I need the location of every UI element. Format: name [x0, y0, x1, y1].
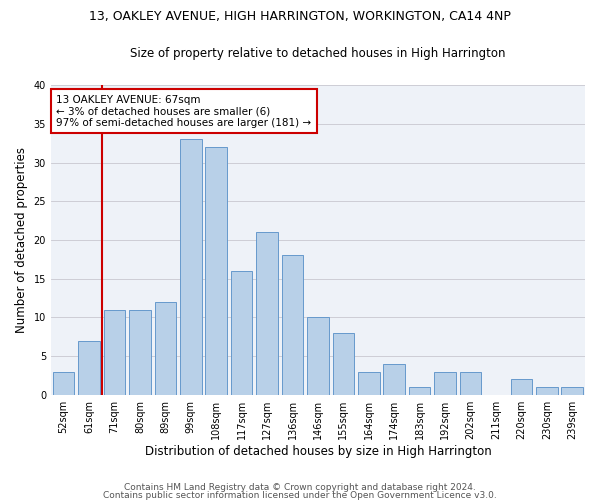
- Bar: [256, 232, 278, 394]
- Y-axis label: Number of detached properties: Number of detached properties: [15, 147, 28, 333]
- Bar: [231, 271, 253, 394]
- Bar: [358, 372, 380, 394]
- Bar: [460, 372, 481, 394]
- Text: Contains public sector information licensed under the Open Government Licence v3: Contains public sector information licen…: [103, 490, 497, 500]
- Bar: [562, 387, 583, 394]
- Bar: [129, 310, 151, 394]
- Bar: [180, 140, 202, 394]
- Bar: [536, 387, 557, 394]
- Bar: [332, 333, 354, 394]
- Bar: [409, 387, 430, 394]
- Bar: [53, 372, 74, 394]
- Bar: [307, 318, 329, 394]
- Text: 13, OAKLEY AVENUE, HIGH HARRINGTON, WORKINGTON, CA14 4NP: 13, OAKLEY AVENUE, HIGH HARRINGTON, WORK…: [89, 10, 511, 23]
- Text: Contains HM Land Registry data © Crown copyright and database right 2024.: Contains HM Land Registry data © Crown c…: [124, 484, 476, 492]
- Text: 13 OAKLEY AVENUE: 67sqm
← 3% of detached houses are smaller (6)
97% of semi-deta: 13 OAKLEY AVENUE: 67sqm ← 3% of detached…: [56, 94, 311, 128]
- Bar: [78, 340, 100, 394]
- Bar: [383, 364, 405, 394]
- Bar: [282, 256, 304, 394]
- X-axis label: Distribution of detached houses by size in High Harrington: Distribution of detached houses by size …: [145, 444, 491, 458]
- Bar: [155, 302, 176, 394]
- Bar: [104, 310, 125, 394]
- Bar: [205, 147, 227, 394]
- Bar: [511, 379, 532, 394]
- Bar: [434, 372, 456, 394]
- Title: Size of property relative to detached houses in High Harrington: Size of property relative to detached ho…: [130, 48, 506, 60]
